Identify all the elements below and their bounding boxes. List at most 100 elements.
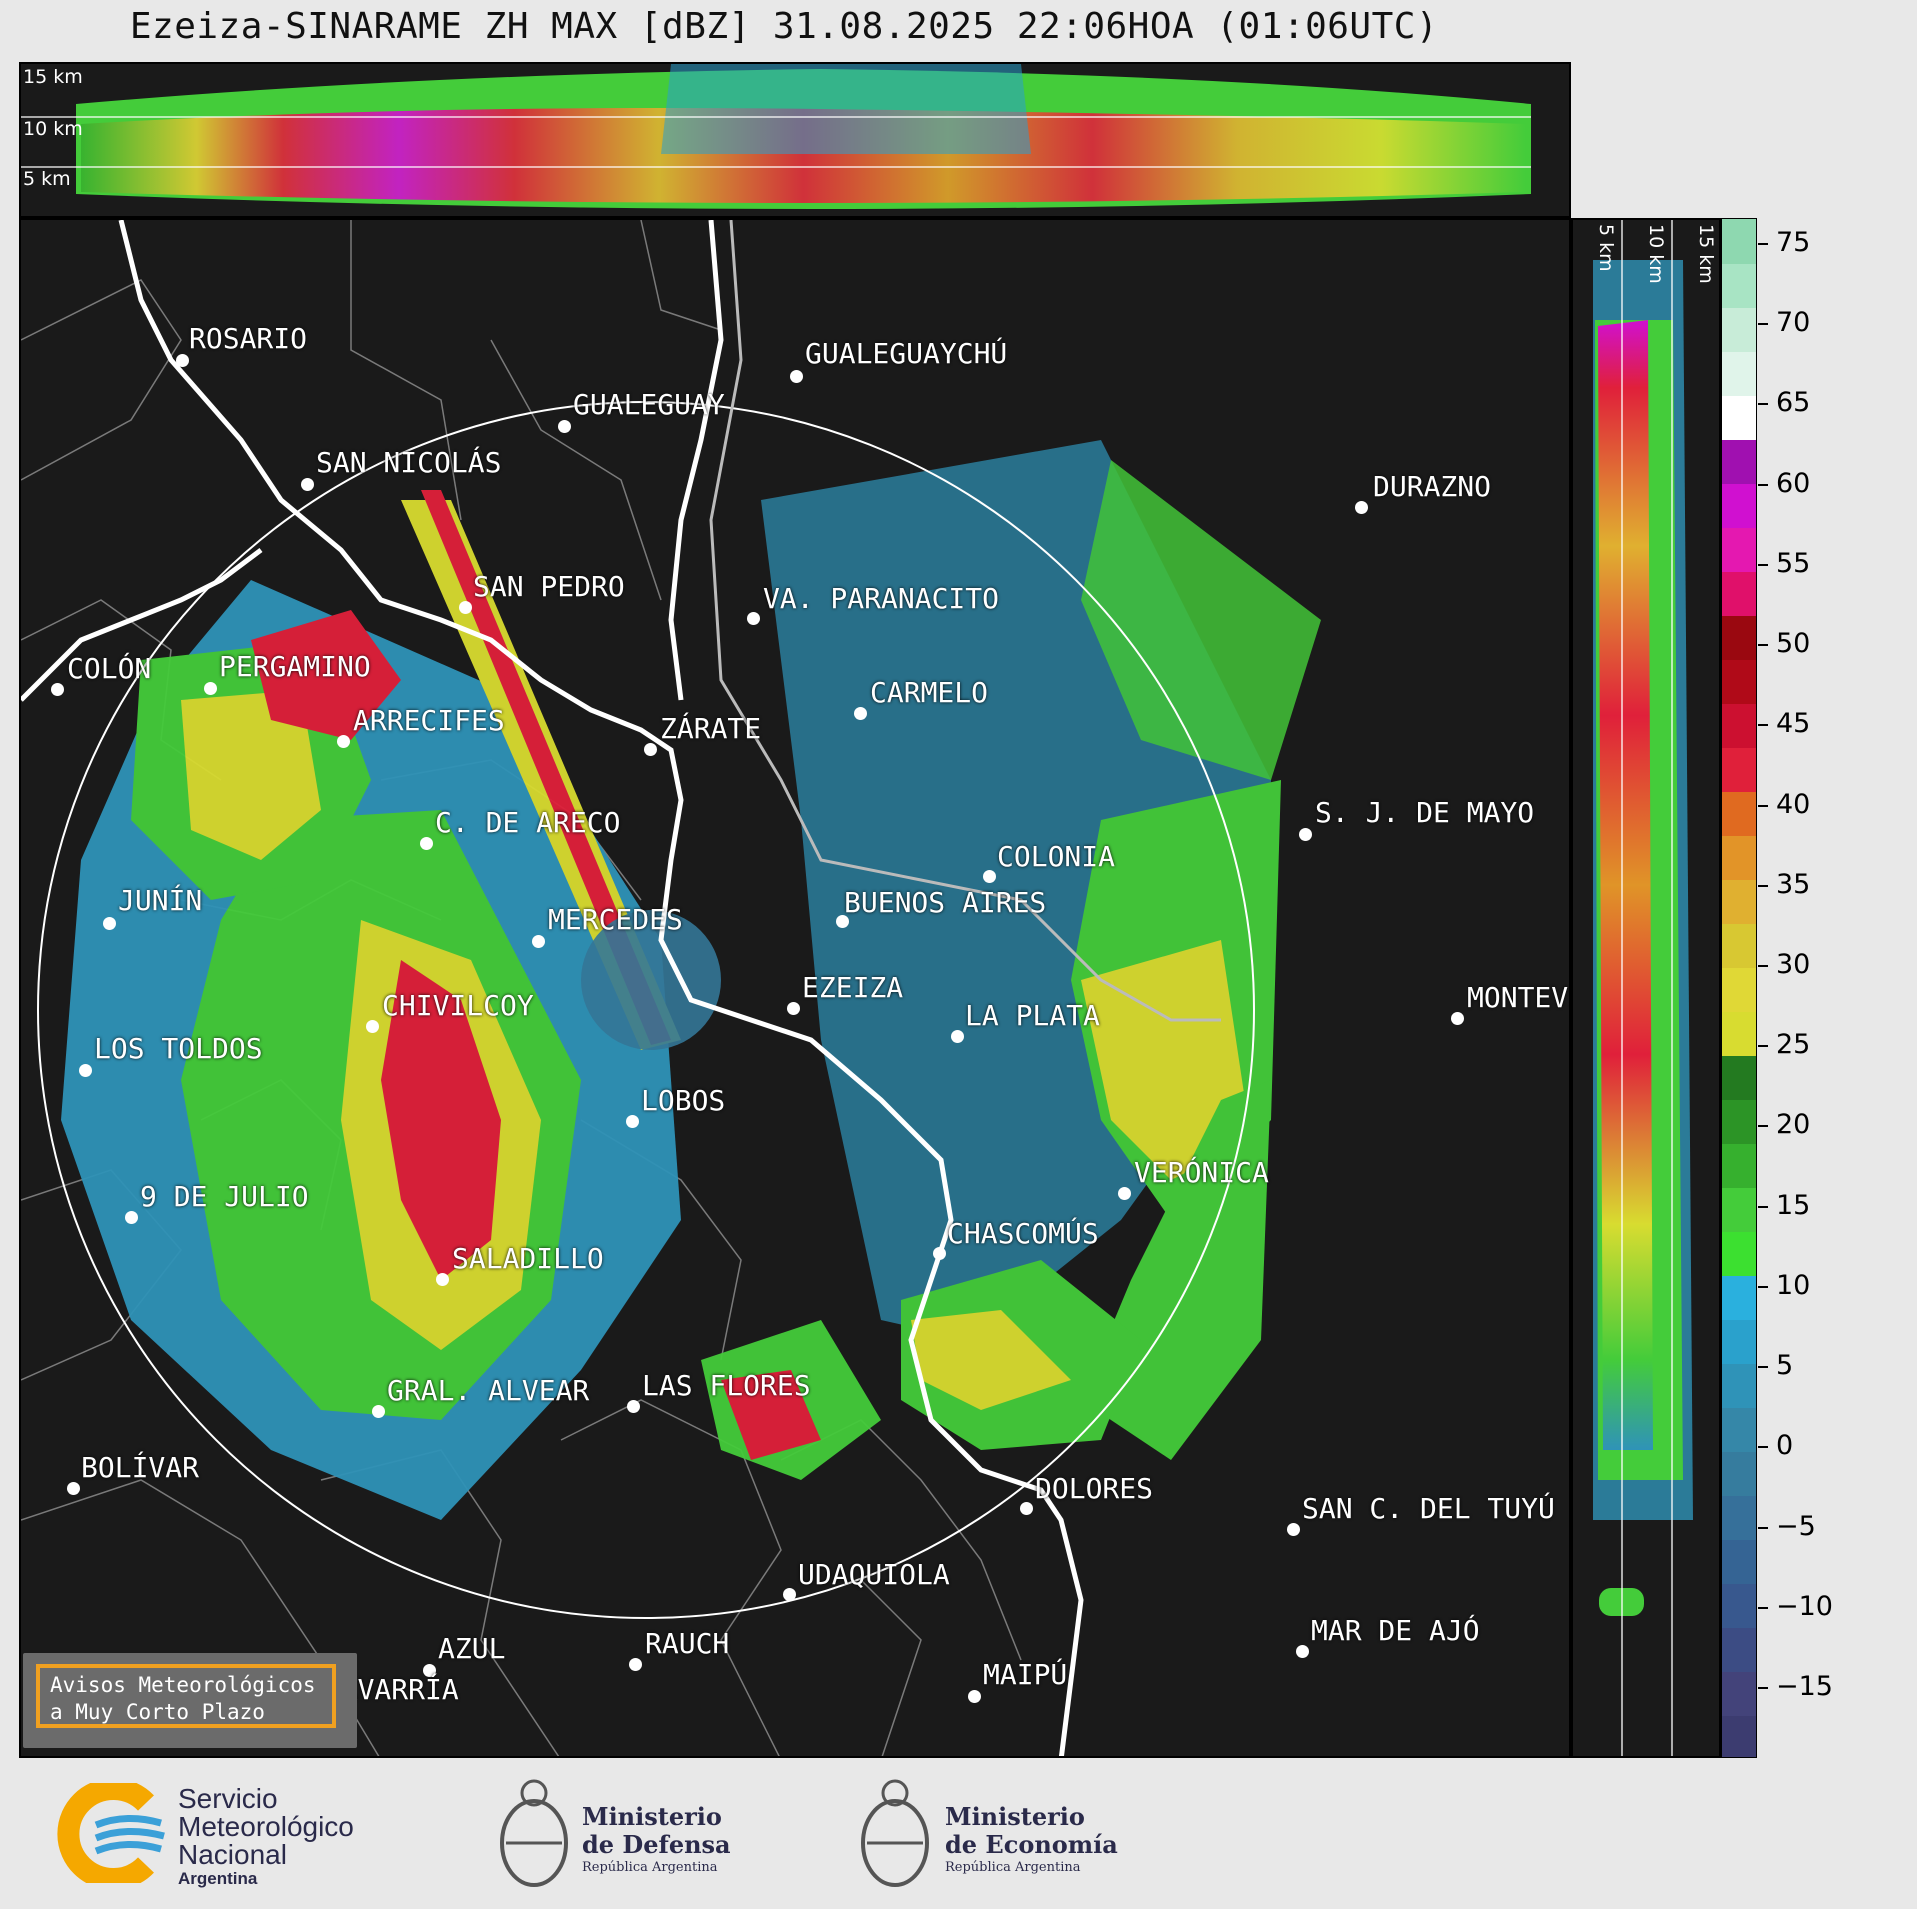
notice-line1: Avisos Meteorológicos — [50, 1673, 316, 1697]
height-label-5km-side: 5 km — [1595, 224, 1617, 272]
colorbar-tick — [1758, 1125, 1768, 1128]
city-label-gualeguay: GUALEGUAY — [573, 388, 725, 421]
city-label-los-toldos: LOS TOLDOS — [94, 1032, 263, 1065]
colorbar-segment — [1722, 1319, 1756, 1364]
colorbar-segment — [1722, 703, 1756, 748]
city-dot — [644, 743, 657, 756]
city-dot — [983, 870, 996, 883]
city-label-va-paranacito: VA. PARANACITO — [763, 582, 1000, 615]
city-label-ezeiza: EZEIZA — [802, 971, 904, 1004]
colorbar-segment — [1722, 1055, 1756, 1100]
colorbar-segment — [1722, 1099, 1756, 1144]
colorbar-segment — [1722, 571, 1756, 616]
colorbar-tick-label: 75 — [1776, 227, 1811, 258]
city-dot — [790, 370, 803, 383]
colorbar-tick — [1758, 1687, 1768, 1689]
city-label-veronica: VERÓNICA — [1134, 1156, 1269, 1189]
smn-emblem-icon — [57, 1783, 165, 1883]
colorbar-tick — [1758, 1205, 1768, 1208]
colorbar-segment — [1722, 1187, 1756, 1232]
notice-box[interactable]: Avisos Meteorológicos a Muy Corto Plazo — [23, 1653, 357, 1748]
city-label-colonia: COLONIA — [997, 840, 1116, 873]
city-label-maipu: MAIPÚ — [983, 1658, 1068, 1691]
colorbar-tick — [1758, 1285, 1768, 1288]
colorbar-segment — [1722, 483, 1756, 528]
city-dot — [125, 1211, 138, 1224]
colorbar-tick — [1758, 644, 1768, 647]
economia-line2: de Economía — [945, 1830, 1118, 1859]
economia-logo: Ministerio de Economía República Argenti… — [855, 1773, 1135, 1903]
city-label-durazno: DURAZNO — [1373, 470, 1492, 503]
colorbar-segment — [1722, 615, 1756, 660]
city-dot — [854, 707, 867, 720]
city-dot — [1299, 828, 1312, 841]
city-dot — [783, 1588, 796, 1601]
colorbar-segment — [1722, 1627, 1756, 1672]
city-dot — [204, 682, 217, 695]
defensa-line2: de Defensa — [582, 1830, 731, 1859]
city-dot — [532, 935, 545, 948]
city-label-gral-alvear: GRAL. ALVEAR — [387, 1374, 590, 1407]
smn-line1: Servicio — [178, 1783, 278, 1814]
city-dot — [366, 1020, 379, 1033]
city-label-carmelo: CARMELO — [870, 676, 989, 709]
escudo-icon — [861, 1779, 929, 1887]
city-dot — [626, 1115, 639, 1128]
height-label-15km-side: 15 km — [1695, 224, 1717, 284]
top-cross-section-panel: 15 km 10 km 5 km — [19, 62, 1571, 218]
colorbar-tick — [1758, 563, 1768, 566]
city-label-chivilcoy: CHIVILCOY — [382, 989, 534, 1022]
colorbar-segment — [1722, 1539, 1756, 1584]
colorbar-tick — [1758, 1446, 1768, 1449]
colorbar-segment — [1722, 879, 1756, 924]
city-label-s-j-de-mayo: S. J. DE MAYO — [1315, 796, 1535, 829]
colorbar-segment — [1722, 967, 1756, 1012]
colorbar-segment — [1722, 1583, 1756, 1628]
colorbar-tick-label: 40 — [1776, 788, 1811, 820]
colorbar-tick — [1758, 403, 1768, 406]
colorbar-segment — [1722, 219, 1756, 264]
city-label-zarate: ZÁRATE — [660, 712, 762, 745]
city-dot — [1287, 1523, 1300, 1536]
chart-title: Ezeiza-SINARAME ZH MAX [dBZ] 31.08.2025 … — [129, 6, 1439, 47]
colorbar-tick-label: 20 — [1776, 1109, 1811, 1141]
smn-logo: Servicio Meteorológico Nacional Argentin… — [56, 1783, 396, 1893]
city-label-pergamino: PERGAMINO — [219, 650, 371, 683]
colorbar-segment — [1722, 439, 1756, 484]
city-dot — [787, 1002, 800, 1015]
city-dot — [1451, 1012, 1464, 1025]
city-dot — [836, 915, 849, 928]
city-dot — [420, 837, 433, 850]
colorbar — [1721, 218, 1757, 1758]
city-dot — [1296, 1645, 1309, 1658]
city-label-junin: JUNÍN — [118, 884, 203, 917]
colorbar-segment — [1722, 395, 1756, 440]
city-label-montevideo: MONTEVIDEO — [1467, 981, 1569, 1014]
city-dot — [372, 1405, 385, 1418]
colorbar-tick-label: 55 — [1776, 547, 1811, 579]
colorbar-segment — [1722, 1275, 1756, 1320]
colorbar-tick — [1758, 1045, 1768, 1048]
city-label-las-flores: LAS FLORES — [642, 1369, 811, 1402]
side-cross-section-image — [1593, 220, 1693, 1756]
colorbar-segment — [1722, 791, 1756, 836]
city-label-arrecifes: ARRECIFES — [353, 704, 505, 737]
notice-link[interactable]: Avisos Meteorológicos a Muy Corto Plazo — [36, 1664, 336, 1728]
city-dot — [968, 1690, 981, 1703]
coastline — [21, 220, 1084, 1756]
colorbar-tick-label: 30 — [1776, 949, 1811, 980]
smn-line4: Argentina — [178, 1869, 258, 1888]
colorbar-segment — [1722, 747, 1756, 792]
city-label-9-de-julio: 9 DE JULIO — [140, 1180, 309, 1213]
colorbar-tick-label: 65 — [1776, 387, 1811, 419]
colorbar-tick — [1758, 243, 1768, 245]
city-label-dolores: DOLORES — [1035, 1472, 1154, 1505]
height-label-5km: 5 km — [23, 168, 71, 190]
city-label-la-plata: LA PLATA — [965, 999, 1100, 1032]
city-label-buenos-aires: BUENOS AIRES — [844, 886, 1047, 919]
city-dot — [51, 683, 64, 696]
city-dot — [301, 478, 314, 491]
city-label-lobos: LOBOS — [641, 1084, 726, 1117]
city-label-chascomus: CHASCOMÚS — [947, 1217, 1099, 1250]
city-label-udaquiola: UDAQUIOLA — [798, 1558, 950, 1591]
